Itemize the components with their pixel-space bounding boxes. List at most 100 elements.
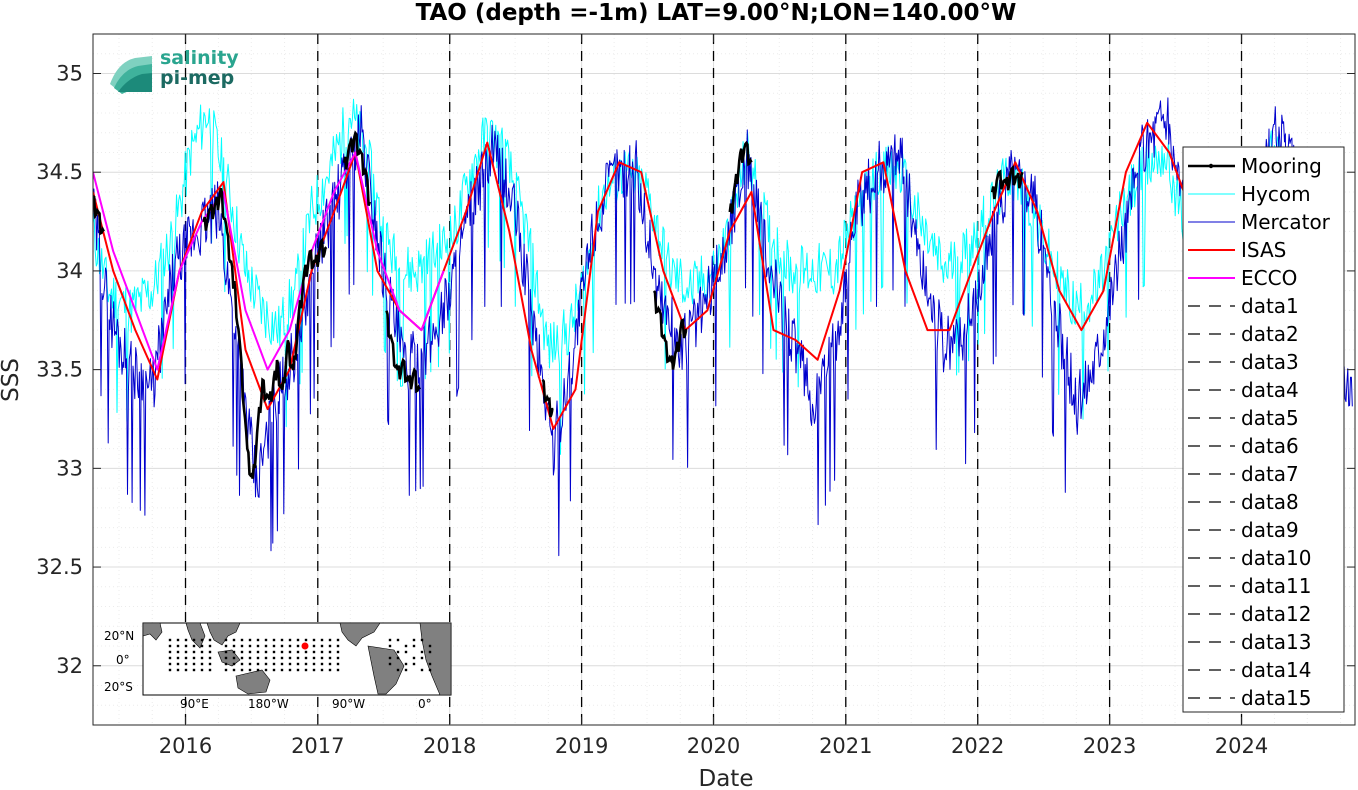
x-tick-label: 2024: [1215, 734, 1268, 758]
legend-item-data3: data3: [1188, 350, 1299, 374]
series-line-mooring: [990, 165, 1024, 200]
inset-mooring-dot: [224, 650, 228, 654]
inset-mooring-dot: [240, 644, 244, 648]
inset-mooring-dots: [168, 638, 432, 672]
legend-label: data5: [1241, 406, 1299, 430]
x-tick-label: 2016: [159, 734, 212, 758]
inset-mooring-dot: [296, 668, 300, 672]
legend-label: data3: [1241, 350, 1299, 374]
legend-label: data13: [1241, 630, 1312, 654]
inset-mooring-dot: [208, 638, 212, 642]
inset-mooring-dot: [240, 650, 244, 654]
inset-mooring-dot: [312, 656, 316, 660]
inset-mooring-dot: [412, 662, 416, 666]
inset-mooring-dot: [272, 662, 276, 666]
legend-label: data12: [1241, 602, 1312, 626]
legend-item-hycom: Hycom: [1188, 182, 1311, 206]
x-tick-label: 2022: [951, 734, 1004, 758]
series-line-mooring: [202, 188, 328, 479]
series-line-mooring: [385, 310, 421, 394]
inset-mooring-dot: [420, 656, 424, 660]
inset-mooring-dot: [224, 644, 228, 648]
legend-item-data6: data6: [1188, 434, 1299, 458]
inset-mooring-dot: [404, 662, 408, 666]
x-tick-label: 2019: [555, 734, 608, 758]
series-line-ecco: [93, 151, 445, 371]
inset-mooring-dot: [208, 644, 212, 648]
inset-mooring-dot: [184, 644, 188, 648]
y-tick-label: 32.5: [36, 555, 83, 579]
inset-mooring-dot: [312, 668, 316, 672]
inset-lon-label-2: 180°W: [248, 697, 289, 711]
legend-item-data2: data2: [1188, 322, 1299, 346]
inset-mooring-dot: [312, 638, 316, 642]
inset-mooring-dot: [312, 650, 316, 654]
inset-mooring-dot: [176, 650, 180, 654]
legend-label: data9: [1241, 518, 1299, 542]
inset-lat-label-1: 20°N: [104, 629, 134, 643]
inset-mooring-dot: [168, 656, 172, 660]
inset-mooring-dot: [184, 662, 188, 666]
legend-item-data7: data7: [1188, 462, 1299, 486]
inset-mooring-dot: [420, 650, 424, 654]
legend-label: data7: [1241, 462, 1299, 486]
inset-mooring-dot: [192, 644, 196, 648]
inset-mooring-dot: [388, 656, 392, 660]
inset-mooring-dot: [264, 650, 268, 654]
x-tick-label: 2018: [423, 734, 476, 758]
inset-mooring-dot: [336, 650, 340, 654]
y-axis-label: SSS: [0, 358, 24, 402]
logo-line1: salinity: [160, 47, 239, 69]
inset-mooring-dot: [420, 668, 424, 672]
inset-mooring-dot: [208, 662, 212, 666]
inset-mooring-dot: [388, 644, 392, 648]
inset-lat-label-2: 0°: [116, 653, 130, 667]
inset-mooring-dot: [208, 650, 212, 654]
inset-mooring-dot: [176, 656, 180, 660]
inset-mooring-dot: [168, 644, 172, 648]
inset-mooring-dot: [272, 638, 276, 642]
inset-mooring-dot: [280, 644, 284, 648]
y-tick-label: 34: [56, 259, 83, 283]
inset-mooring-dot: [288, 650, 292, 654]
plot-frame: [92, 33, 1356, 726]
inset-mooring-dot: [280, 668, 284, 672]
inset-mooring-dot: [200, 668, 204, 672]
inset-mooring-dot: [404, 668, 408, 672]
inset-mooring-dot: [428, 650, 432, 654]
inset-mooring-dot: [336, 662, 340, 666]
legend-item-isas: ISAS: [1188, 238, 1286, 262]
inset-mooring-dot: [200, 662, 204, 666]
inset-mooring-dot: [208, 668, 212, 672]
legend-label: data10: [1241, 546, 1312, 570]
inset-mooring-dot: [320, 644, 324, 648]
inset-mooring-dot: [248, 656, 252, 660]
legend-label: ISAS: [1241, 238, 1286, 262]
inset-mooring-dot: [328, 638, 332, 642]
inset-mooring-dot: [296, 644, 300, 648]
inset-mooring-dot: [328, 662, 332, 666]
legend-item-data4: data4: [1188, 378, 1299, 402]
legend-item-ecco: ECCO: [1188, 266, 1297, 290]
inset-mooring-dot: [184, 650, 188, 654]
inset-mooring-dot: [328, 656, 332, 660]
legend-item-mooring: Mooring: [1188, 154, 1322, 178]
inset-mooring-dot: [248, 668, 252, 672]
inset-mooring-dot: [420, 638, 424, 642]
inset-mooring-dot: [320, 656, 324, 660]
legend-label: data1: [1241, 294, 1299, 318]
x-axis-label: Date: [699, 766, 754, 790]
inset-mooring-dot: [240, 662, 244, 666]
inset-lon-label-4: 0°: [418, 697, 432, 711]
inset-mooring-dot: [328, 644, 332, 648]
inset-mooring-dot: [336, 668, 340, 672]
axis-ticks: 32 32.5 33 33.5 34 34.5 35 2016 2017 2018 2019 2020…: [36, 34, 1355, 758]
inset-mooring-dot: [240, 656, 244, 660]
inset-mooring-dot: [192, 668, 196, 672]
inset-mooring-dot: [396, 650, 400, 654]
inset-map: 20°N 0° 20°S 90°E 180°W 90°W 0°: [104, 622, 452, 711]
series-line-mooring: [728, 140, 753, 214]
inset-mooring-dot: [248, 650, 252, 654]
inset-mooring-dot: [336, 656, 340, 660]
